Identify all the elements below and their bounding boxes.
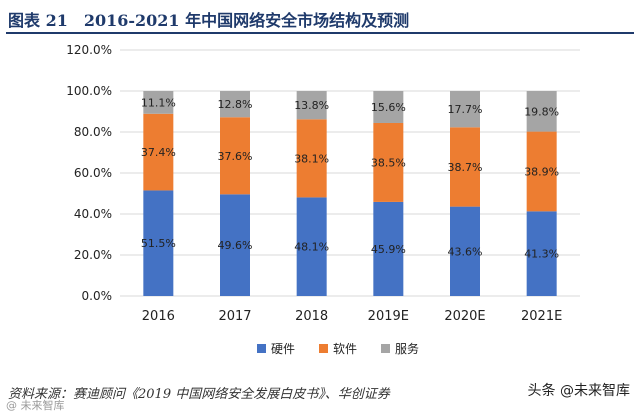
- bar-segment-software: [296, 119, 327, 198]
- bar-segment-software: [373, 122, 404, 202]
- data-label: 11.1%: [141, 96, 176, 109]
- bar-segment-software: [526, 131, 557, 212]
- data-label: 38.7%: [448, 161, 483, 174]
- legend-swatch: [319, 344, 328, 353]
- bar-segment-services: [373, 91, 404, 123]
- data-label: 49.6%: [218, 239, 253, 252]
- data-label: 37.6%: [218, 150, 253, 163]
- x-tick-label: 2018: [295, 309, 328, 324]
- watermark-left: @ 未来智库: [6, 399, 65, 412]
- bar-segment-hardware: [526, 211, 557, 296]
- bar-segment-services: [526, 91, 557, 132]
- bar-segment-software: [450, 127, 480, 207]
- data-label: 15.6%: [371, 101, 406, 114]
- bar-segment-hardware: [373, 201, 404, 296]
- legend-label: 服务: [395, 341, 419, 356]
- legend-swatch: [257, 344, 266, 353]
- bar-segment-hardware: [220, 194, 250, 296]
- bar-segment-hardware: [450, 206, 480, 296]
- bar-segment-software: [143, 113, 174, 191]
- x-tick-label: 2021E: [521, 309, 562, 324]
- bar-segment-hardware: [143, 190, 174, 296]
- legend-label: 硬件: [271, 342, 295, 356]
- data-label: 48.1%: [294, 241, 329, 254]
- data-label: 13.8%: [294, 99, 329, 112]
- title-divider: [6, 32, 634, 34]
- y-tick-label: 40.0%: [74, 207, 112, 221]
- x-tick-label: 2017: [218, 309, 251, 324]
- bar-segment-services: [296, 91, 327, 120]
- watermark-right: 头条 @未来智库: [527, 383, 630, 399]
- source-note: 资料来源：赛迪顾问《2019 中国网络安全发展白皮书》、华创证券: [8, 387, 390, 402]
- bar-segment-hardware: [296, 197, 327, 296]
- data-label: 38.9%: [524, 165, 559, 178]
- y-tick-label: 80.0%: [74, 125, 112, 139]
- data-label: 37.4%: [141, 146, 176, 159]
- legend-label: 软件: [333, 342, 357, 356]
- data-label: 45.9%: [371, 243, 406, 256]
- y-tick-label: 100.0%: [66, 84, 112, 98]
- bar-segment-software: [220, 117, 250, 195]
- data-label: 41.3%: [524, 248, 559, 261]
- data-label: 43.6%: [448, 245, 483, 258]
- bar-segment-services: [220, 91, 250, 118]
- x-tick-label: 2020E: [444, 309, 485, 324]
- data-label: 51.5%: [141, 237, 176, 250]
- data-label: 19.8%: [524, 105, 559, 118]
- x-tick-label: 2019E: [368, 309, 409, 324]
- data-label: 38.5%: [371, 156, 406, 169]
- stacked-bar-chart: 0.0% 20.0% 40.0% 60.0% 80.0% 100.0% 120.0% 51.5…: [66, 43, 580, 356]
- data-label: 12.8%: [218, 98, 253, 111]
- y-tick-label: 20.0%: [74, 248, 112, 262]
- y-tick-label: 60.0%: [74, 166, 112, 180]
- bar-segment-services: [450, 91, 480, 128]
- bar-segment-services: [143, 91, 174, 114]
- legend-swatch: [381, 344, 390, 353]
- x-tick-label: 2016: [142, 309, 175, 324]
- title-bar: 图表 21 2016-2021 年中国网络安全市场结构及预测: [0, 0, 640, 34]
- y-tick-label: 0.0%: [82, 289, 113, 303]
- chart-title: 图表 21 2016-2021 年中国网络安全市场结构及预测: [8, 11, 410, 30]
- data-label: 38.1%: [294, 152, 329, 165]
- data-label: 17.7%: [448, 103, 483, 116]
- y-tick-label: 120.0%: [66, 43, 112, 57]
